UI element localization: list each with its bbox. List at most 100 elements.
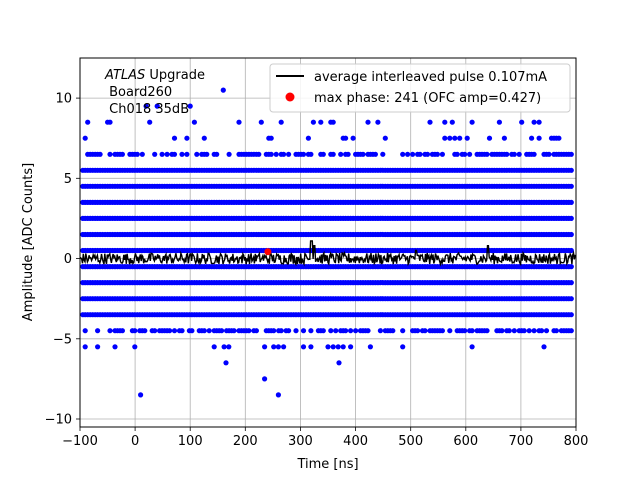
- scatter-point: [568, 264, 574, 270]
- x-tick-label: 0: [131, 434, 139, 449]
- scatter-point: [308, 151, 314, 157]
- scatter-point: [142, 328, 148, 334]
- x-axis-label: Time [ns]: [296, 457, 358, 472]
- scatter-point: [139, 151, 145, 157]
- scatter-point: [330, 151, 336, 157]
- scatter-point: [204, 151, 210, 157]
- scatter-point: [568, 199, 574, 205]
- scatter-point: [464, 135, 470, 141]
- scatter-point: [506, 328, 512, 334]
- scatter-point: [568, 296, 574, 302]
- scatter-point: [434, 151, 440, 157]
- scatter-point: [85, 119, 91, 125]
- scatter-point: [496, 119, 502, 125]
- scatter-point: [462, 328, 468, 334]
- legend-box: [269, 63, 571, 113]
- scatter-point: [268, 151, 274, 157]
- scatter-point: [568, 183, 574, 189]
- scatter-point: [400, 328, 406, 334]
- x-tick-label: 200: [233, 434, 258, 449]
- scatter-point: [220, 87, 226, 93]
- scatter-point: [536, 135, 542, 141]
- scatter-point: [457, 135, 463, 141]
- scatter-point: [275, 392, 281, 398]
- scatter-point: [286, 151, 292, 157]
- scatter-point: [365, 328, 371, 334]
- scatter-point: [273, 151, 279, 157]
- scatter-point: [372, 151, 378, 157]
- line-series: [79, 240, 577, 267]
- scatter-point: [442, 135, 448, 141]
- scatter-point: [171, 135, 178, 141]
- scatter-point: [484, 151, 490, 157]
- scatter-point: [380, 151, 386, 157]
- scatter-point: [107, 328, 113, 334]
- scatter-point: [531, 119, 537, 125]
- scatter-point: [171, 328, 178, 334]
- scatter-point: [286, 328, 292, 334]
- scatter-point: [439, 328, 445, 334]
- y-tick-label: −5: [53, 332, 72, 347]
- scatter-point: [469, 344, 475, 350]
- scatter-point: [278, 119, 284, 125]
- scatter-point: [138, 392, 144, 398]
- y-tick-label: 10: [55, 92, 72, 107]
- legend-label-pulse: average interleaved pulse 0.107mA: [314, 70, 547, 85]
- scatter-point: [95, 328, 101, 334]
- scatter-point: [206, 328, 212, 334]
- scatter-point: [97, 151, 103, 157]
- scatter-point: [541, 344, 547, 350]
- scatter-point: [350, 135, 356, 141]
- x-tick-label: 500: [398, 434, 423, 449]
- scatter-point: [348, 328, 354, 334]
- scatter-point: [449, 119, 455, 125]
- scatter-point: [333, 328, 339, 334]
- scatter-point: [568, 167, 574, 173]
- scatter-point: [469, 119, 475, 125]
- scatter-point: [300, 344, 307, 350]
- scatter-point: [424, 151, 431, 157]
- scatter-point: [171, 151, 178, 157]
- scatter-point: [486, 135, 493, 141]
- scatter-point: [501, 135, 507, 141]
- scatter-point: [568, 280, 574, 286]
- scatter-point: [300, 151, 307, 157]
- scatter-point: [318, 119, 324, 125]
- scatter-point: [382, 135, 388, 141]
- scatter-point: [214, 151, 220, 157]
- scatter-point: [95, 344, 101, 350]
- scatter-point: [539, 328, 545, 334]
- scatter-point: [568, 247, 574, 254]
- scatter-point: [427, 119, 433, 125]
- scatter-point: [194, 151, 200, 157]
- scatter-point: [546, 151, 552, 157]
- scatter-point: [405, 151, 411, 157]
- scatter-point: [390, 328, 396, 334]
- scatter-point: [469, 328, 475, 334]
- scatter-point: [325, 344, 331, 350]
- y-tick-label: 5: [64, 172, 72, 187]
- scatter-point: [511, 328, 517, 334]
- scatter-point: [417, 151, 423, 157]
- scatter-point: [107, 119, 113, 125]
- scatter-point: [330, 119, 336, 125]
- scatter-point: [353, 328, 359, 334]
- scatter-point: [462, 151, 468, 157]
- scatter-point: [345, 151, 351, 157]
- scatter-point: [531, 328, 537, 334]
- x-tick-label: 400: [343, 434, 368, 449]
- scatter-point: [511, 151, 517, 157]
- scatter-point: [119, 328, 125, 334]
- scatter-point: [521, 328, 527, 334]
- scatter-point: [504, 151, 510, 157]
- scatter-point: [236, 119, 242, 125]
- scatter-point: [82, 344, 88, 350]
- scatter-point: [328, 328, 334, 334]
- x-tick-label: 800: [564, 434, 589, 449]
- scatter-point: [262, 376, 268, 382]
- annotation-upgrade: Upgrade: [145, 68, 205, 83]
- scatter-point: [154, 103, 160, 109]
- scatter-point: [308, 328, 314, 334]
- axis-ticks: −100 0 100 200 300 400 500 600 700 800 −10 −5 0 5 10: [45, 92, 589, 449]
